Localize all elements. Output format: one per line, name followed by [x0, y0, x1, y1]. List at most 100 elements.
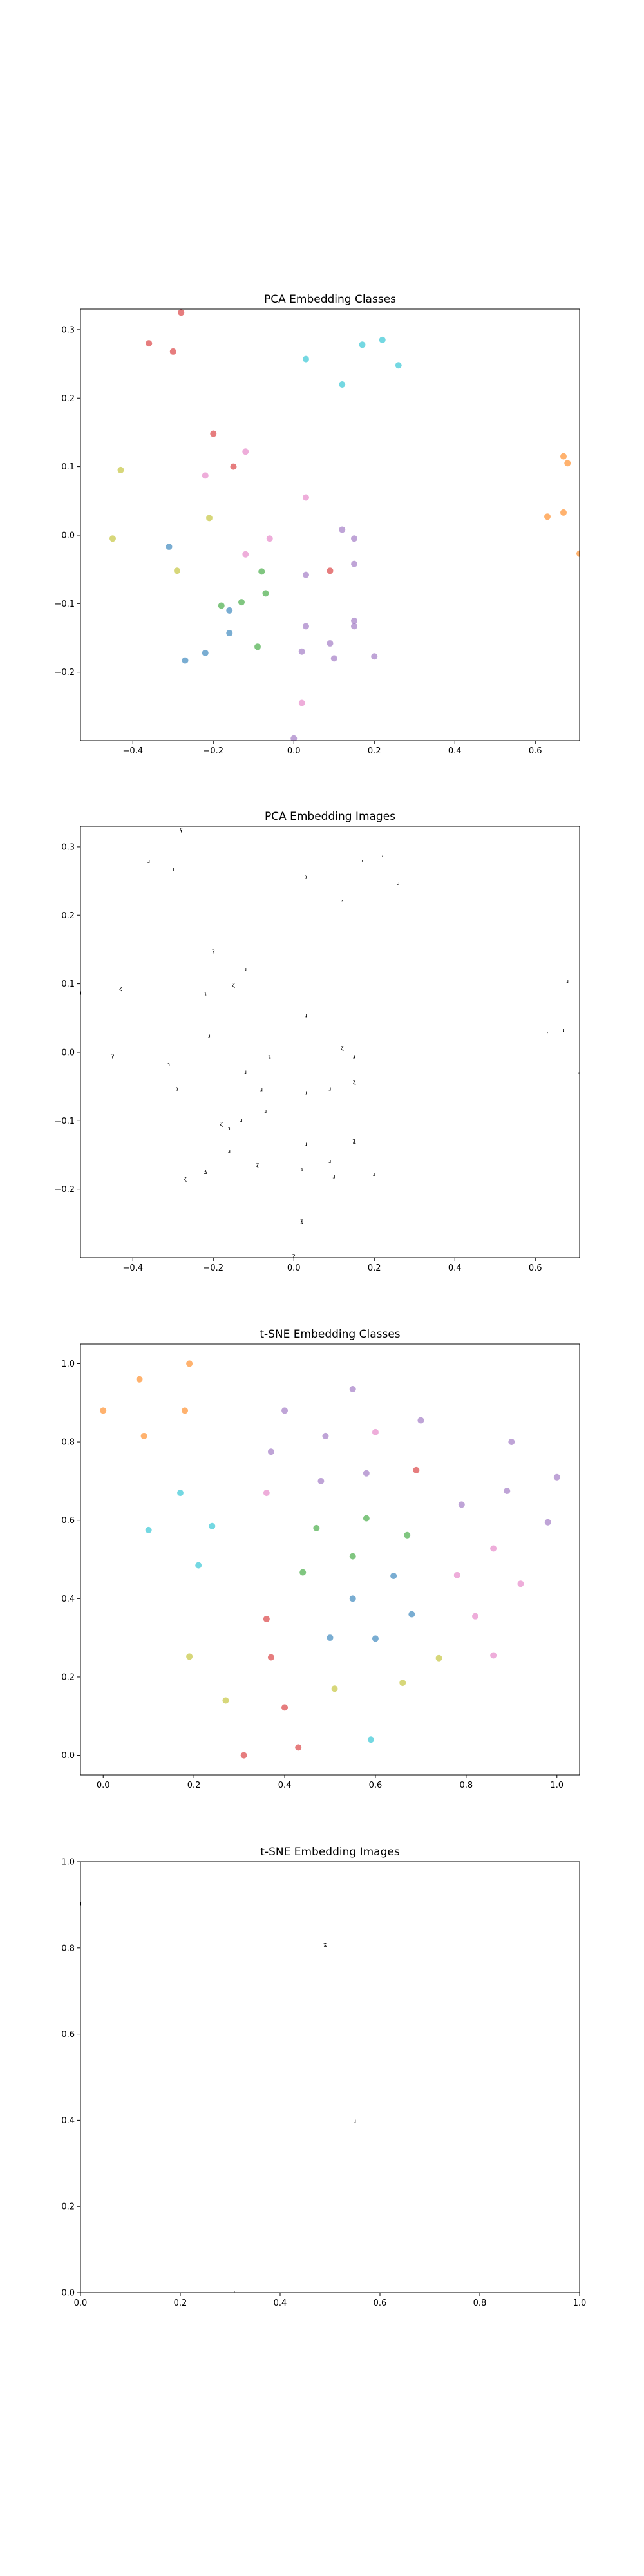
- tsne-classes-point: [240, 1752, 247, 1759]
- pca-classes-point: [560, 453, 567, 460]
- pca-images-x-tick-label: −0.2: [203, 1264, 223, 1273]
- pca-classes-title: PCA Embedding Classes: [264, 293, 396, 306]
- pca-classes-point: [290, 735, 298, 741]
- pca-classes-point: [560, 509, 567, 516]
- pca-classes-point: [351, 535, 357, 542]
- tsne-classes-y-axis: 0.0 0.2 0.4 0.6 0.8 1.0: [61, 1359, 80, 1761]
- pca-images-glyph: ɀ: [220, 1121, 223, 1127]
- pca-classes-point: [379, 336, 386, 343]
- tsne-classes-point: [372, 1635, 379, 1642]
- pca-images-glyph: ʕ: [180, 828, 183, 834]
- pca-classes-point: [327, 567, 334, 574]
- pca-images-glyph: ɀ: [353, 1079, 356, 1086]
- pca-classes-point: [544, 513, 551, 520]
- tsne-classes-point: [136, 1376, 143, 1383]
- tsne-classes-point: [453, 1571, 460, 1578]
- tsne-classes-point: [372, 1428, 379, 1435]
- pca-classes-points: [109, 309, 580, 741]
- tsne-classes-point: [413, 1466, 420, 1473]
- tsne-classes-point: [313, 1524, 320, 1531]
- pca-classes-point: [351, 623, 357, 630]
- tsne-images-y-tick-label: 0.6: [61, 2030, 75, 2040]
- pca-images-glyph: ʓ: [352, 1138, 355, 1144]
- tsne-classes-title: t-SNE Embedding Classes: [260, 1328, 400, 1341]
- pca-classes-y-tick-label: −0.1: [54, 600, 75, 609]
- pca-images-glyph: ɹ: [147, 858, 150, 865]
- tsne-images-glyph: ʓ: [323, 1942, 327, 1948]
- tsne-classes-point: [517, 1580, 524, 1587]
- tsne-classes-plot-frame: [80, 1343, 580, 1776]
- pca-images-glyph: ɀ: [341, 1045, 344, 1051]
- pca-classes-y-tick-label: 0.1: [61, 462, 75, 472]
- tsne-images-y-tick-label: 0.4: [61, 2116, 75, 2126]
- tsne-classes-point: [140, 1432, 147, 1439]
- tsne-classes-point: [435, 1654, 442, 1662]
- pca-classes-point: [395, 362, 402, 369]
- pca-classes-point: [178, 309, 185, 316]
- tsne-classes-point: [404, 1531, 411, 1539]
- pca-images-glyph: ʔ: [111, 1054, 115, 1060]
- pca-classes-point: [351, 560, 357, 567]
- pca-images-glyph: ɹ: [329, 1086, 332, 1092]
- pca-images-glyph: ɹ: [260, 1086, 263, 1093]
- pca-classes-point: [238, 599, 245, 606]
- tsne-classes-points: [100, 1360, 560, 1759]
- pca-classes-point: [262, 590, 269, 597]
- pca-images-glyph: ɿ: [167, 1062, 171, 1068]
- pca-images-glyph: ɹ: [397, 880, 400, 887]
- pca-classes-point: [303, 623, 309, 630]
- tsne-classes-x-tick-label: 0.0: [97, 1781, 110, 1790]
- pca-classes-point: [166, 544, 173, 551]
- tsne-classes-y-tick-label: 0.8: [61, 1438, 75, 1448]
- tsne-images-x-tick-label: 0.4: [274, 2298, 287, 2308]
- pca-images-glyph: ɹ: [333, 1173, 336, 1180]
- pca-images-y-tick-label: 0.0: [61, 1048, 75, 1057]
- tsne-classes-point: [209, 1522, 216, 1530]
- pca-images-glyph: ʼ: [381, 855, 383, 862]
- pca-classes-point: [254, 643, 261, 650]
- pca-classes-x-tick-label: 0.2: [368, 746, 381, 756]
- pca-classes-y-tick-label: 0.0: [61, 531, 75, 540]
- tsne-images-y-tick-label: 0.0: [61, 2289, 75, 2298]
- tsne-classes-point: [408, 1611, 415, 1618]
- pca-images-glyph: ɀ: [119, 985, 122, 992]
- pca-images-x-tick-label: 0.4: [448, 1264, 462, 1273]
- tsne-images-x-tick-label: 0.8: [473, 2298, 487, 2308]
- pca-classes-point: [339, 526, 346, 533]
- pca-images-glyph: ɀ: [184, 1176, 187, 1182]
- tsne-classes-point: [182, 1407, 189, 1414]
- pca-classes-point: [242, 551, 249, 558]
- tsne-images-panel: t-SNE Embedding Images ɹ ʓ ɹ ʕ 0.0 0.2 0.4 0.6…: [61, 1846, 586, 2308]
- tsne-classes-point: [195, 1562, 202, 1569]
- pca-classes-y-tick-label: −0.2: [54, 668, 75, 677]
- tsne-classes-panel: t-SNE Embedding Classes 0.0 0.2 0.4 0.6 0.8 1…: [61, 1328, 580, 1790]
- pca-classes-y-axis: −0.2 −0.1 0.0 0.1 0.2 0.3: [54, 325, 80, 677]
- pca-images-glyph: ʓ: [300, 1218, 303, 1225]
- tsne-images-y-axis: 0.0 0.2 0.4 0.6 0.8 1.0: [61, 1858, 80, 2298]
- pca-images-glyph: ɹ: [228, 1148, 231, 1155]
- tsne-classes-point: [363, 1515, 370, 1522]
- tsne-classes-x-tick-label: 1.0: [550, 1781, 564, 1790]
- tsne-images-x-tick-label: 0.0: [74, 2298, 88, 2308]
- pca-images-glyph: ɿ: [176, 1086, 179, 1092]
- pca-images-glyph: ɹ: [353, 1054, 355, 1060]
- pca-images-y-axis: −0.2 −0.1 0.0 0.1 0.2 0.3: [54, 842, 80, 1195]
- tsne-classes-y-tick-label: 0.2: [61, 1672, 75, 1682]
- pca-classes-point: [339, 381, 346, 388]
- tsne-classes-y-tick-label: 0.0: [61, 1751, 75, 1761]
- tsne-classes-point: [508, 1439, 515, 1446]
- pca-images-glyph: ɿ: [228, 1126, 231, 1132]
- pca-images-glyph: ɹ: [329, 1159, 332, 1165]
- pca-images-glyph: ʓ: [204, 1168, 207, 1175]
- pca-classes-point: [226, 607, 233, 614]
- tsne-classes-point: [317, 1477, 325, 1484]
- tsne-images-x-tick-label: 0.2: [174, 2298, 187, 2308]
- tsne-classes-point: [222, 1697, 229, 1704]
- pca-classes-point: [303, 355, 309, 363]
- pca-images-glyph: ɹ: [305, 1141, 307, 1148]
- tsne-classes-point: [186, 1653, 193, 1660]
- tsne-images-plot-frame: [80, 1861, 580, 2293]
- tsne-classes-x-tick-label: 0.6: [369, 1781, 383, 1790]
